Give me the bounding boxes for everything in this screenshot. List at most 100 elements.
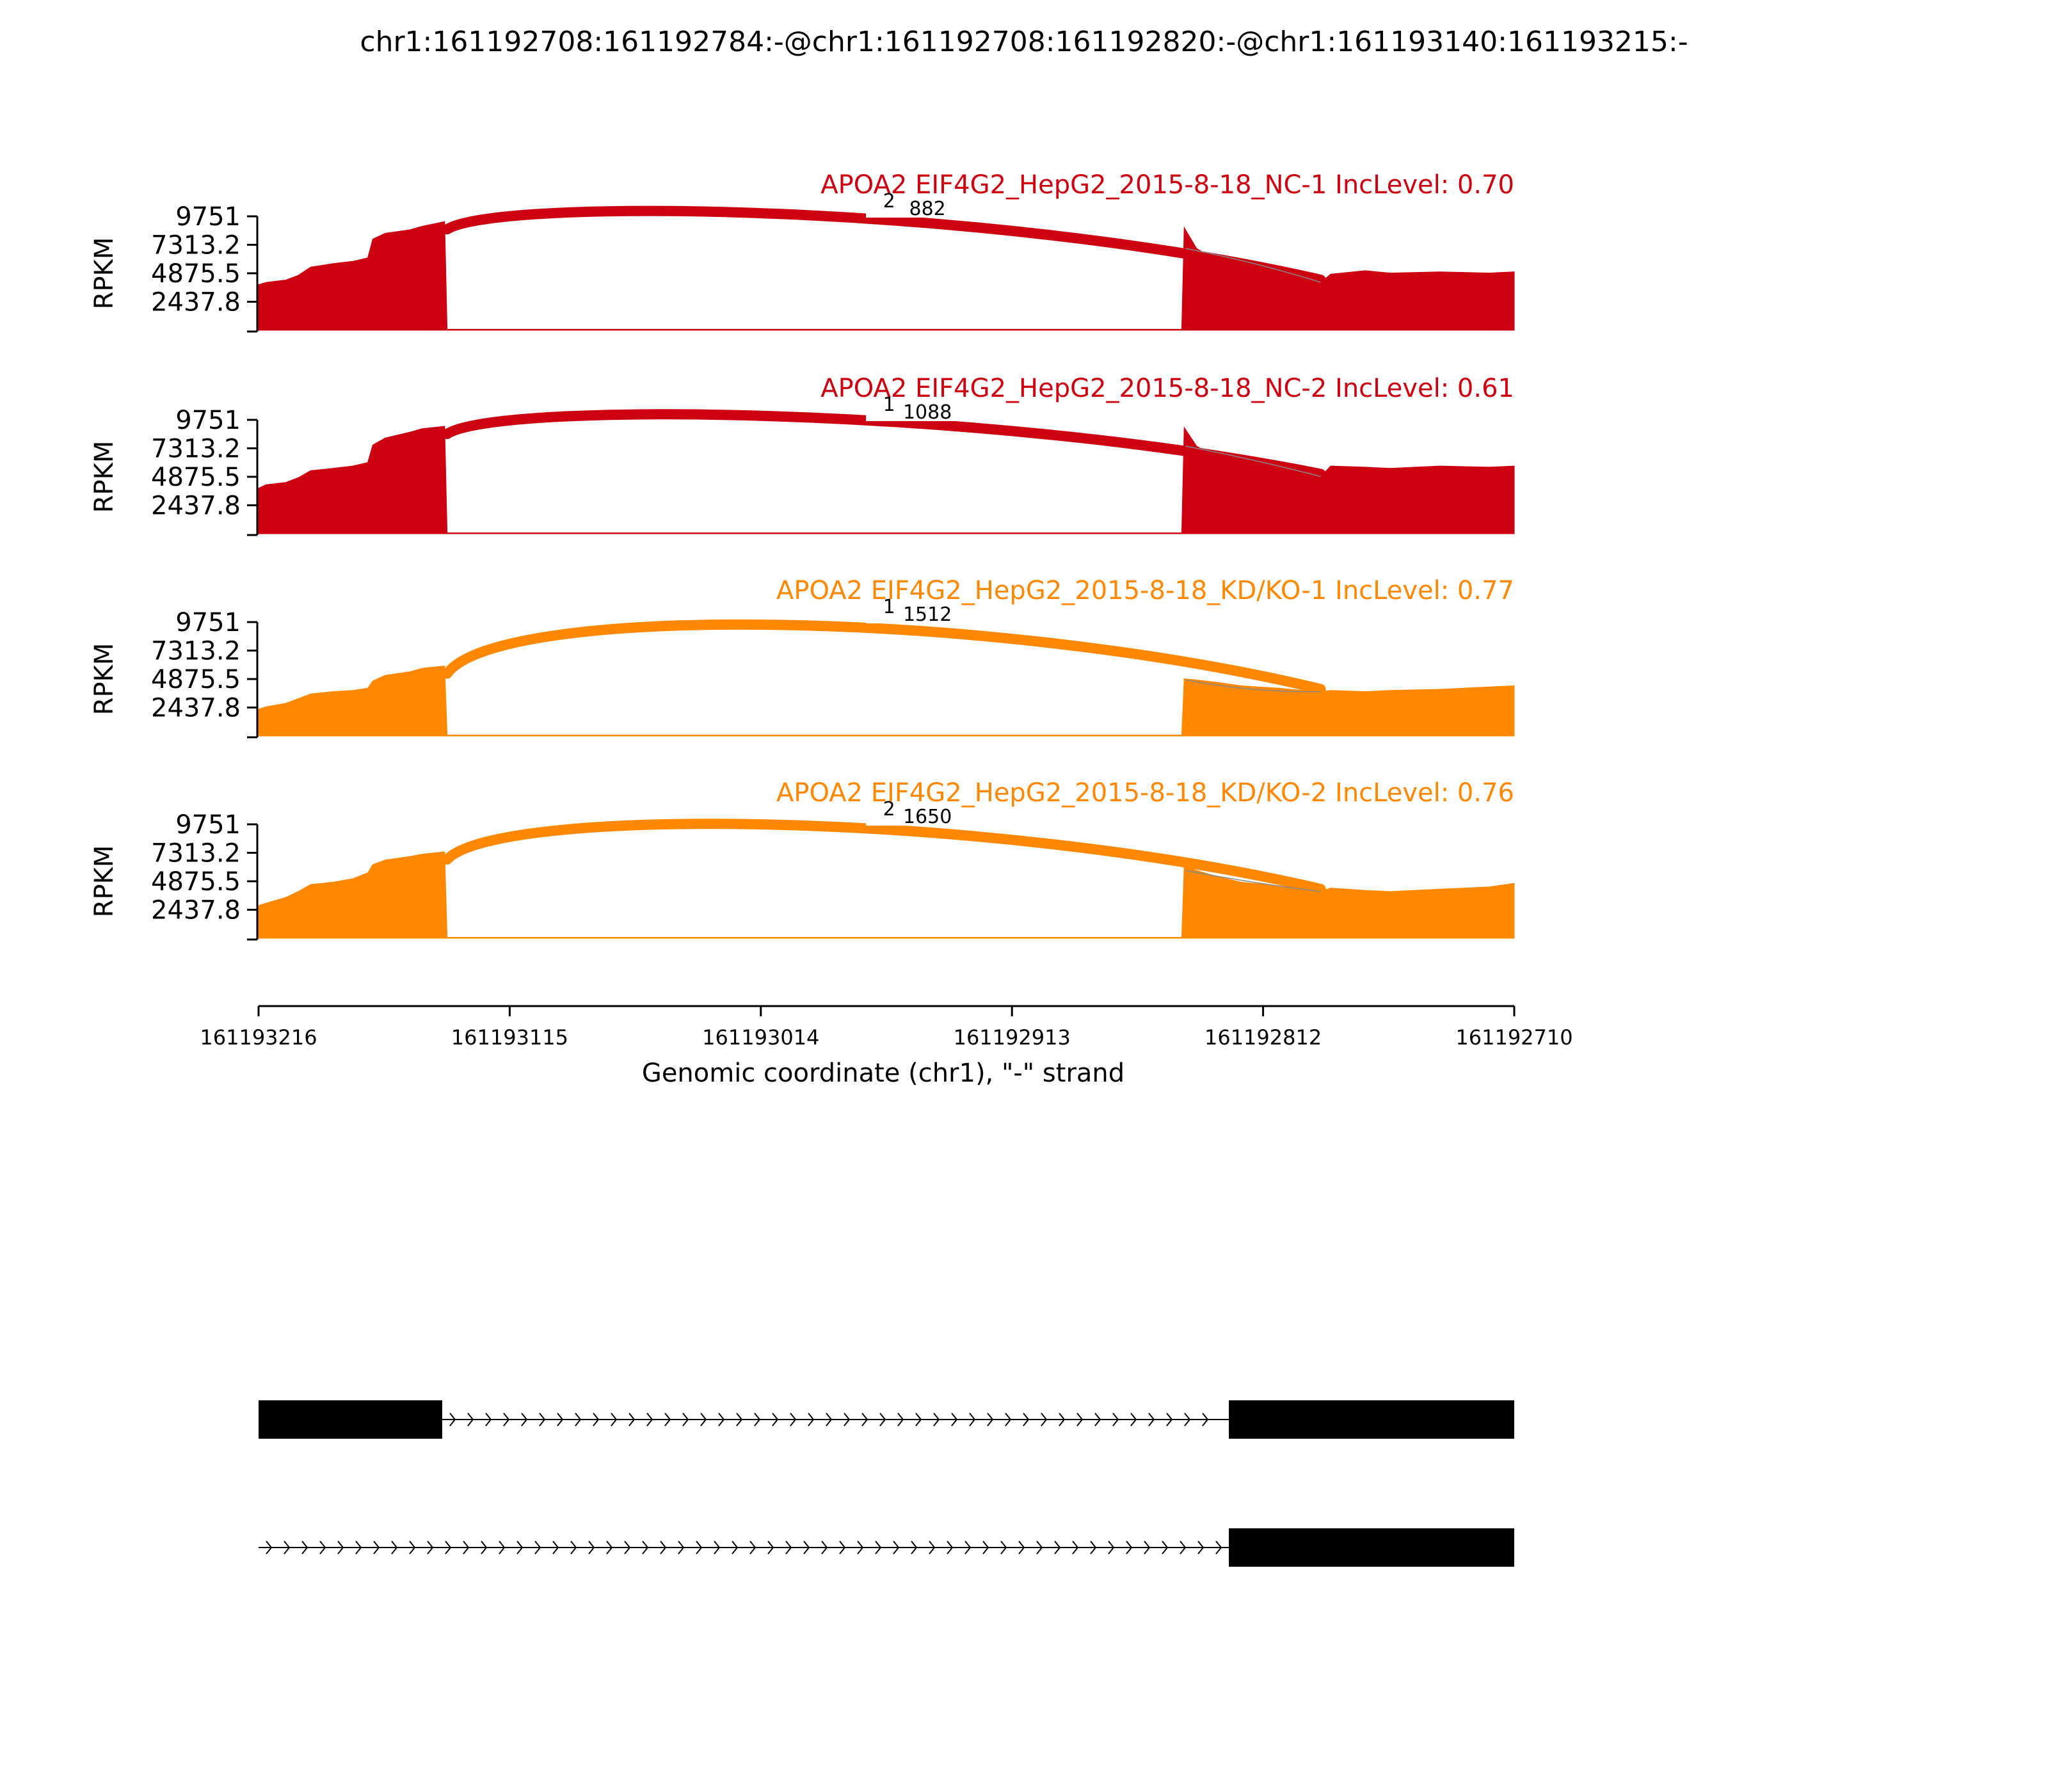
y-axis-label: RPKM: [90, 845, 119, 918]
strand-arrow: [1036, 1540, 1043, 1555]
strand-arrow: [1076, 1412, 1084, 1427]
exon-block: [1229, 1400, 1514, 1439]
strand-arrow: [628, 1412, 636, 1427]
junction-count-small: 1: [883, 596, 895, 618]
y-tick-label: 9751: [175, 810, 241, 840]
strand-arrow: [534, 1540, 541, 1555]
strand-arrow: [575, 1412, 582, 1427]
strand-arrow: [539, 1412, 546, 1427]
x-tick-label: 161192812: [1204, 1025, 1322, 1050]
strand-arrow: [266, 1540, 273, 1555]
strand-arrow: [467, 1412, 474, 1427]
strand-arrow: [826, 1412, 833, 1427]
strand-arrow: [557, 1412, 564, 1427]
strand-arrow: [803, 1540, 810, 1555]
strand-arrow: [642, 1540, 649, 1555]
strand-arrow: [915, 1412, 922, 1427]
strand-arrow: [1180, 1540, 1187, 1555]
strand-arrow: [516, 1540, 524, 1555]
strand-arrow: [929, 1540, 936, 1555]
sample-title: APOA2 EIF4G2_HepG2_2015-8-18_KD/KO-1 Inc…: [776, 576, 1514, 605]
y-tick-label: 4875.5: [151, 463, 241, 492]
strand-arrow: [969, 1412, 976, 1427]
strand-arrow: [736, 1412, 743, 1427]
strand-arrow: [319, 1540, 326, 1555]
y-tick-label: 2437.8: [151, 895, 241, 925]
x-tick-label: 161193014: [702, 1025, 819, 1050]
y-tick-label: 4875.5: [151, 867, 241, 897]
exon-block: [1229, 1528, 1514, 1567]
junction-arc-long: [442, 409, 1326, 479]
y-axis-label: RPKM: [90, 237, 119, 310]
sample-title: APOA2 EIF4G2_HepG2_2015-8-18_KD/KO-2 Inc…: [776, 778, 1514, 808]
strand-arrow: [660, 1540, 667, 1555]
y-tick-label: 4875.5: [151, 259, 241, 289]
strand-arrow: [682, 1412, 689, 1427]
junction-count-small: 2: [883, 190, 895, 212]
strand-arrow: [552, 1540, 559, 1555]
strand-arrow: [947, 1540, 954, 1555]
strand-arrow: [1023, 1412, 1030, 1427]
strand-arrow: [593, 1412, 600, 1427]
strand-arrow: [521, 1412, 528, 1427]
strand-arrow: [664, 1412, 671, 1427]
strand-arrow: [1005, 1412, 1012, 1427]
strand-arrow: [570, 1540, 577, 1555]
strand-arrow: [861, 1412, 868, 1427]
strand-arrow: [1197, 1540, 1204, 1555]
strand-arrow: [588, 1540, 595, 1555]
junction-count-large: 1650: [903, 806, 952, 828]
strand-arrow: [987, 1412, 994, 1427]
strand-arrow: [1059, 1412, 1066, 1427]
strand-arrow: [749, 1540, 756, 1555]
junction-arc-long: [442, 205, 1326, 285]
strand-arrow: [964, 1540, 972, 1555]
coverage-area: [258, 221, 1515, 331]
junction-label-box: [866, 394, 963, 421]
y-axis-label: RPKM: [90, 643, 119, 716]
strand-arrow: [1072, 1540, 1079, 1555]
sample-title: APOA2 EIF4G2_HepG2_2015-8-18_NC-2 IncLev…: [820, 374, 1514, 403]
strand-arrow: [445, 1540, 452, 1555]
strand-arrow: [355, 1540, 362, 1555]
y-axis-label: RPKM: [90, 441, 119, 513]
x-tick-label: 161193216: [200, 1025, 317, 1050]
strand-arrow: [714, 1540, 721, 1555]
strand-arrow: [624, 1540, 631, 1555]
strand-arrow: [1108, 1540, 1115, 1555]
strand-arrow: [732, 1540, 739, 1555]
y-tick-label: 4875.5: [151, 665, 241, 694]
strand-arrow: [857, 1540, 864, 1555]
strand-arrow: [844, 1412, 851, 1427]
coverage-area: [258, 426, 1515, 534]
strand-arrow: [1090, 1540, 1097, 1555]
strand-arrow: [485, 1412, 492, 1427]
strand-arrow: [427, 1540, 434, 1555]
strand-arrow: [449, 1412, 456, 1427]
y-tick-label: 2437.8: [151, 693, 241, 723]
transcript-1: [259, 1400, 1514, 1439]
strand-arrow: [301, 1540, 308, 1555]
strand-arrow: [1148, 1412, 1155, 1427]
y-tick-label: 9751: [175, 202, 241, 232]
y-tick-label: 7313.2: [151, 839, 241, 868]
strand-arrow: [700, 1412, 707, 1427]
junction-label-box: [866, 596, 963, 623]
plot-title: chr1:161192708:161192784:-@chr1:16119270…: [360, 26, 1688, 58]
strand-arrow: [1162, 1540, 1169, 1555]
strand-arrow: [1112, 1412, 1119, 1427]
junction-count-small: 1: [883, 394, 895, 416]
strand-arrow: [1144, 1540, 1151, 1555]
strand-arrow: [284, 1540, 291, 1555]
strand-arrow: [772, 1412, 779, 1427]
strand-arrow: [1000, 1540, 1007, 1555]
strand-arrow: [696, 1540, 703, 1555]
junction-arc-short: [1185, 870, 1321, 892]
strand-arrow: [481, 1540, 488, 1555]
x-axis: 161193216 161193115 161193014 161192913 1611…: [200, 1005, 1573, 1050]
strand-arrow: [391, 1540, 398, 1555]
x-axis-label: Genomic coordinate (chr1), "-" strand: [642, 1059, 1124, 1088]
strand-arrow: [1094, 1412, 1101, 1427]
